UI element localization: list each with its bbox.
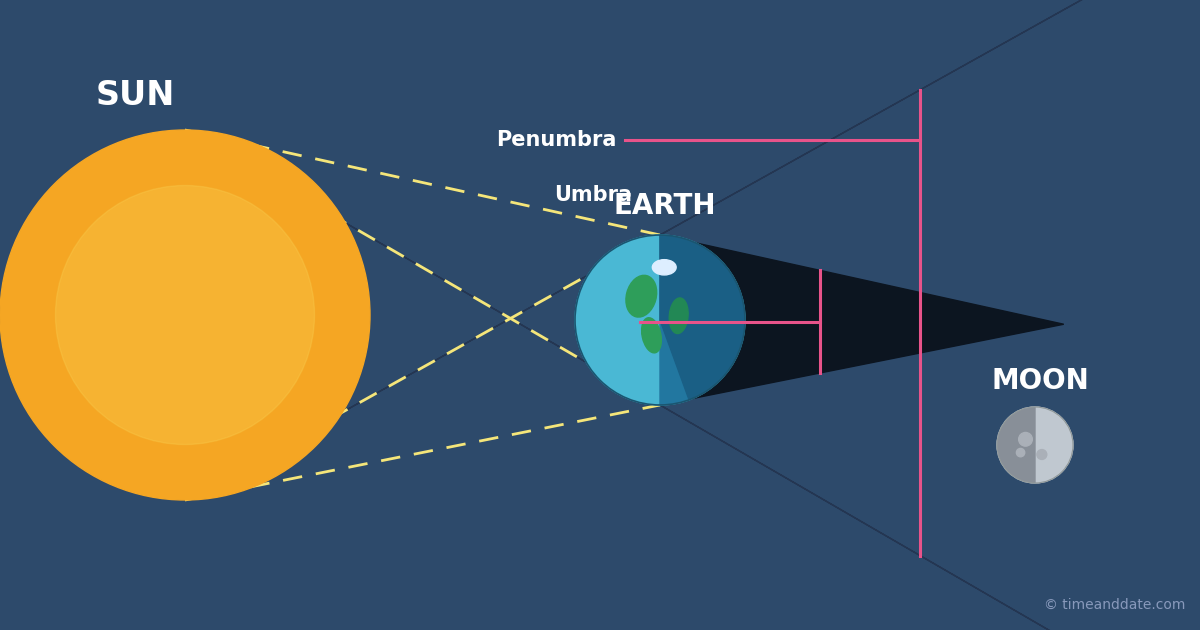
- Circle shape: [575, 235, 745, 405]
- Ellipse shape: [626, 275, 656, 317]
- Text: EARTH: EARTH: [613, 192, 716, 220]
- Polygon shape: [660, 235, 1063, 405]
- Wedge shape: [997, 407, 1034, 483]
- Polygon shape: [185, 0, 1200, 500]
- Ellipse shape: [642, 318, 661, 353]
- Circle shape: [1037, 450, 1046, 459]
- Text: Umbra: Umbra: [554, 185, 632, 205]
- Ellipse shape: [653, 260, 676, 275]
- Circle shape: [55, 185, 314, 445]
- Polygon shape: [185, 130, 1200, 630]
- Circle shape: [997, 407, 1073, 483]
- Text: © timeanddate.com: © timeanddate.com: [1044, 598, 1186, 612]
- Circle shape: [0, 130, 370, 500]
- Ellipse shape: [670, 298, 688, 333]
- Text: SUN: SUN: [95, 79, 175, 112]
- Text: MOON: MOON: [991, 367, 1088, 395]
- Wedge shape: [660, 235, 745, 400]
- Text: Penumbra: Penumbra: [497, 130, 617, 150]
- Circle shape: [1019, 432, 1032, 446]
- Wedge shape: [660, 235, 745, 405]
- Circle shape: [1016, 449, 1025, 457]
